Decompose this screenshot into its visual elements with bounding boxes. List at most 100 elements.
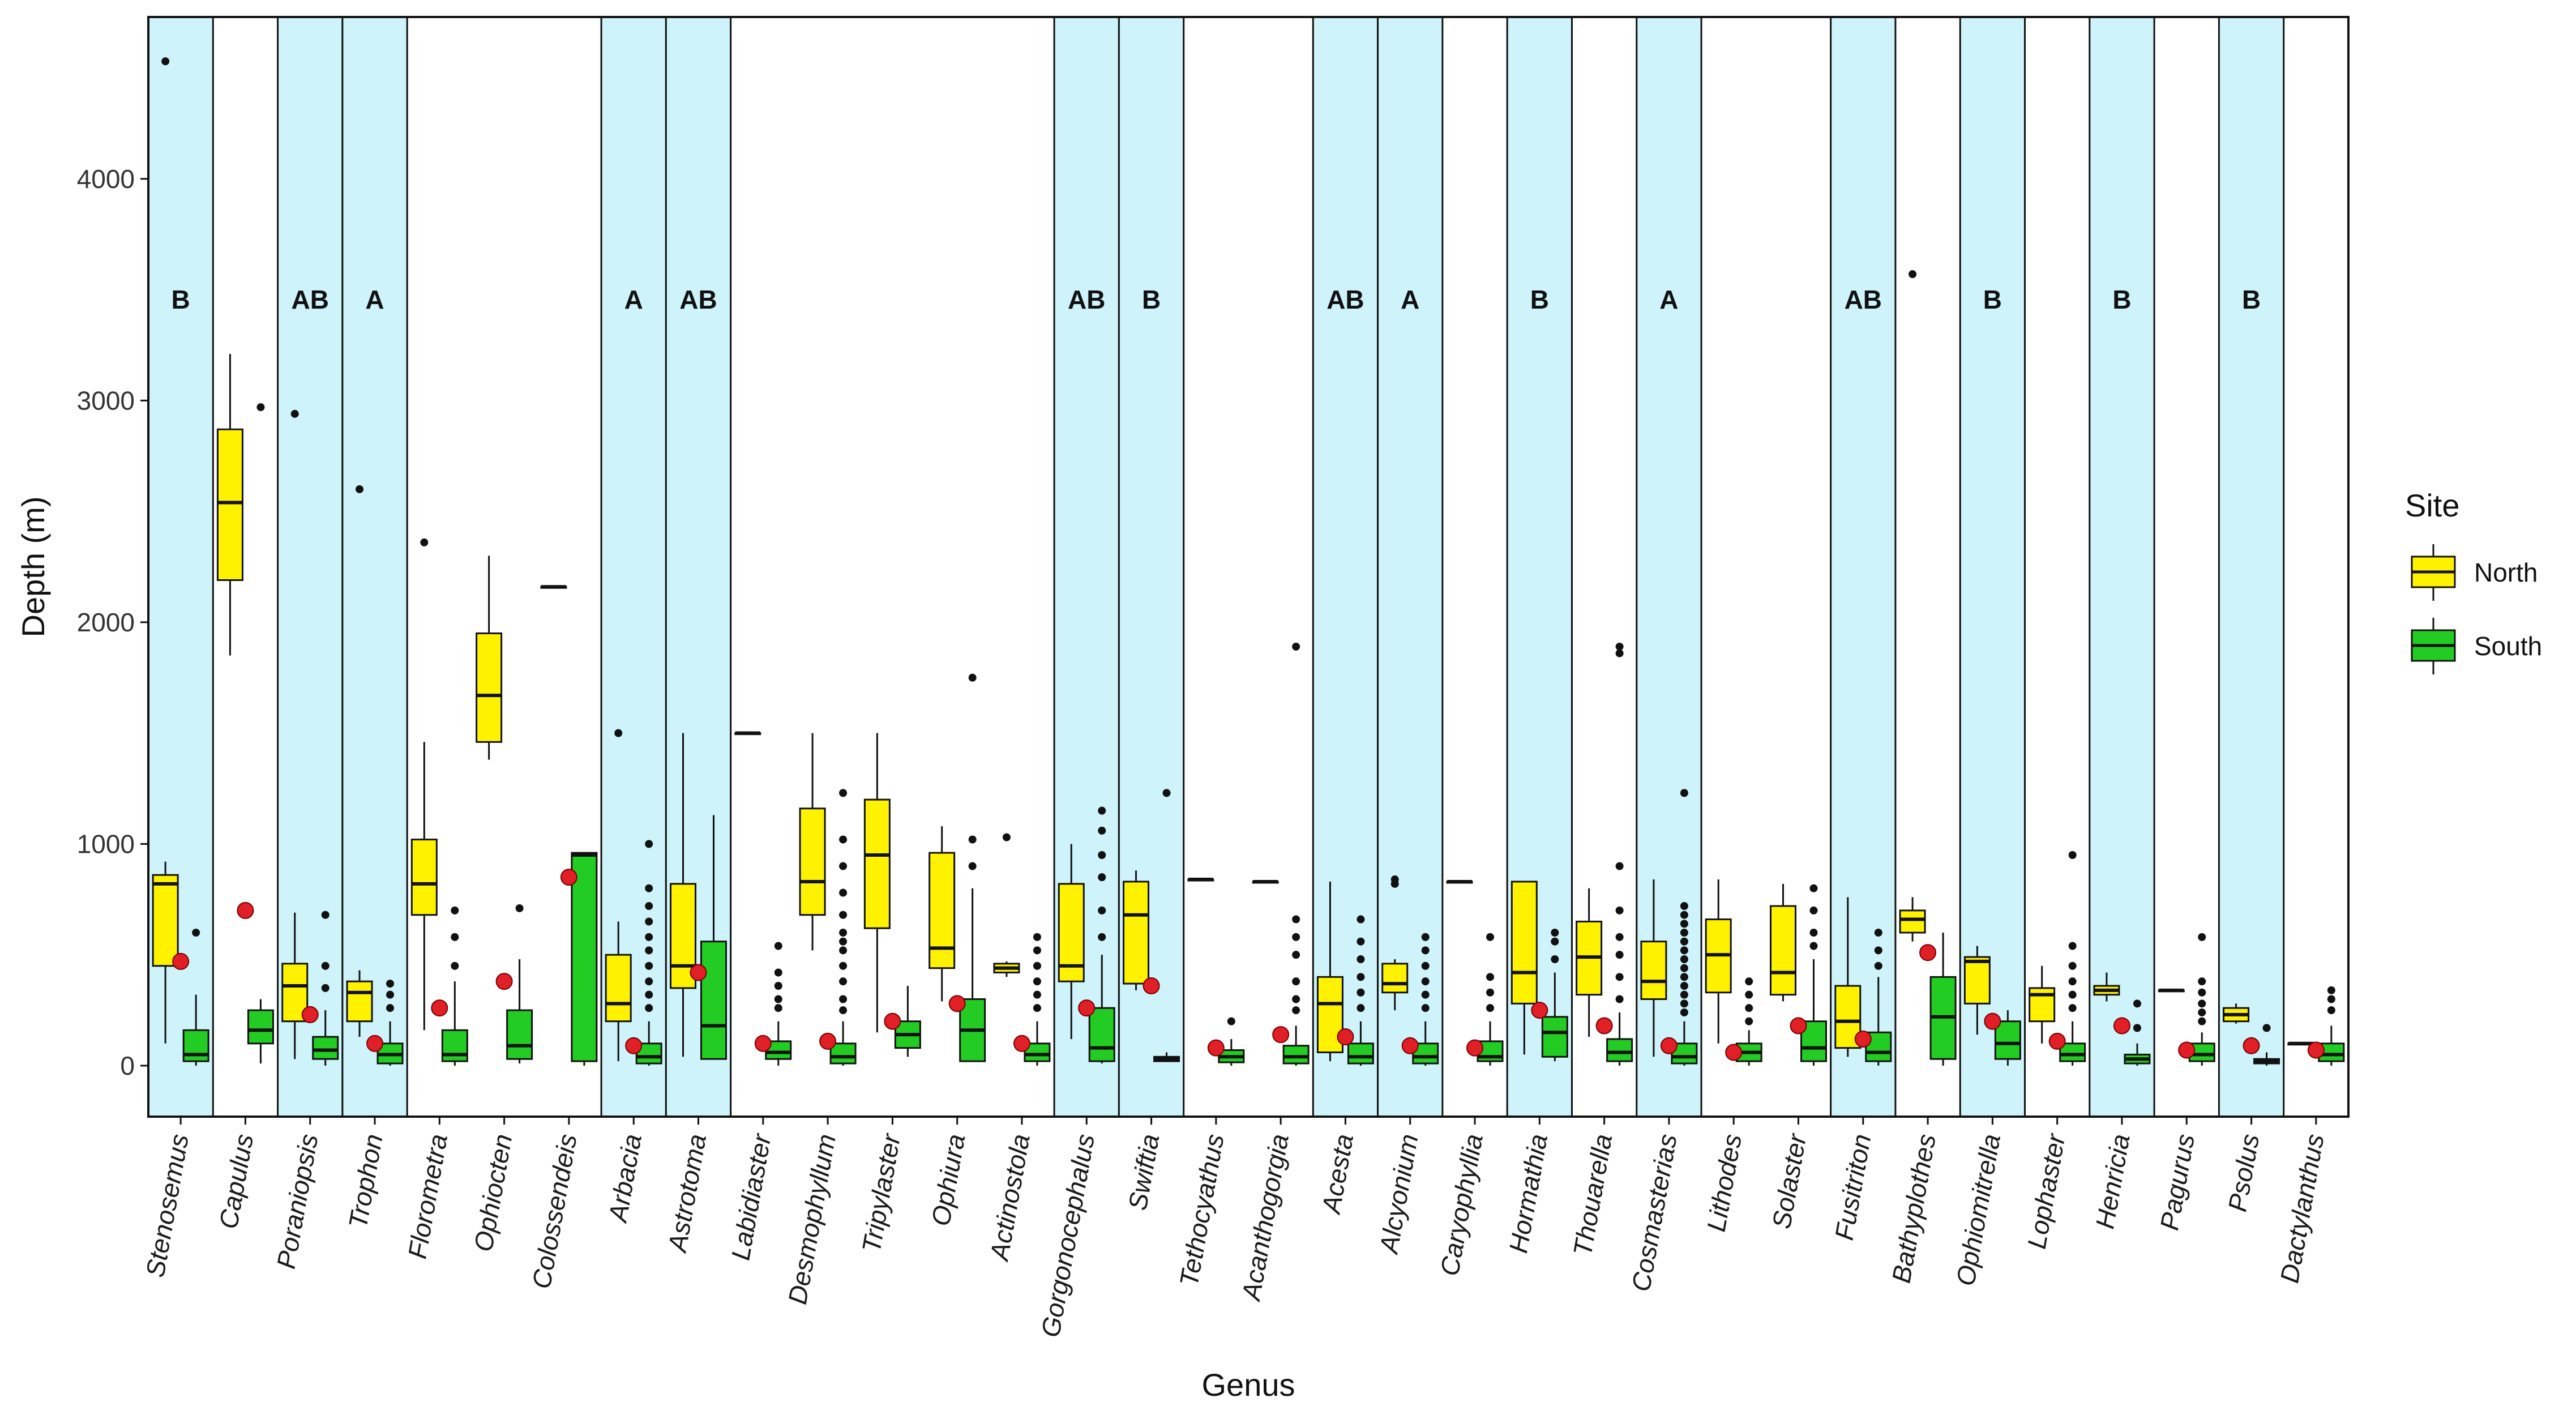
y-tick-label-4000: 4000 (77, 164, 135, 194)
north-box-florometra-outlier-0 (420, 538, 429, 546)
north-box-ophiocten-box (476, 632, 503, 743)
south-box-lophaster-outlier-3 (2068, 961, 2077, 970)
south-box-gorgonocephalus-box (1088, 1007, 1115, 1062)
x-tick-label-desmophyllum: Desmophyllum (782, 1132, 841, 1307)
north-box-bathyplothes-box (1899, 909, 1926, 934)
south-box-arbacia-outlier-0 (645, 1004, 653, 1012)
north-box-bathyplothes-outlier-0 (1909, 270, 1917, 279)
south-box-florometra-box (441, 1029, 468, 1062)
x-tick-label-florometra: Florometra (402, 1132, 453, 1261)
group-letter-cosmasterias: A (1659, 285, 1678, 314)
south-box-cosmasterias-outlier-8 (1680, 937, 1688, 946)
south-box-hormathia-outlier-0 (1551, 955, 1559, 964)
south-box-arbacia-outlier-2 (645, 977, 653, 986)
north-box-ophiura-box (928, 852, 956, 969)
x-axis-title: Genus (1202, 1367, 1295, 1403)
x-tick-label-capulus: Capulus (213, 1132, 259, 1231)
south-box-acesta-outlier-0 (1357, 1004, 1365, 1012)
south-box-arbacia-outlier-1 (645, 990, 653, 999)
south-box-lithodes-outlier-3 (1745, 977, 1753, 986)
south-box-astrotoma-box (700, 941, 727, 1060)
south-box-ophiura-outlier-1 (968, 835, 977, 844)
south-box-stenosemus-outlier-0 (192, 929, 200, 937)
north-box-tripylaster-box (863, 798, 891, 929)
x-tick-label-labidiaster: Labidiaster (725, 1131, 777, 1262)
south-box-lophaster-outlier-2 (2068, 977, 2077, 986)
genus-ophiocten (476, 555, 533, 1064)
south-box-desmophyllum-outlier-2 (839, 977, 848, 986)
genus-desmophyllum (799, 733, 857, 1066)
genus-caryophyllia (1446, 879, 1504, 1066)
y-tick-label-0: 0 (120, 1051, 135, 1080)
x-tick-label-acesta: Acesta (1316, 1132, 1359, 1217)
south-box-arbacia-outlier-4 (645, 946, 653, 955)
south-box-solaster-outlier-0 (1809, 942, 1818, 950)
north-box-trophon-outlier-0 (356, 485, 364, 493)
south-box-cosmasterias-outlier-2 (1680, 990, 1688, 999)
south-box-thouarella-outlier-5 (1615, 862, 1624, 870)
group-letter-trophon: A (365, 285, 384, 314)
band-ophiomitrella (1959, 16, 2026, 1118)
north-box-actinostola-outlier-0 (1002, 833, 1011, 841)
band-trophon (341, 16, 408, 1118)
mean-point-alcyonium (1401, 1037, 1419, 1054)
north-box-arbacia-outlier-0 (614, 729, 623, 737)
south-box-cosmasterias-outlier-11 (1680, 911, 1688, 919)
south-box-ophiocten-box (506, 1009, 533, 1060)
south-box-poraniopsis-outlier-2 (321, 911, 330, 919)
south-box-gorgonocephalus-outlier-5 (1098, 806, 1106, 815)
south-box-ophiocten-outlier-0 (515, 904, 524, 912)
south-box-pagurus-outlier-2 (2198, 999, 2206, 1008)
south-box-acesta-box (1347, 1042, 1374, 1065)
south-box-actinostola-outlier-2 (1033, 977, 1041, 986)
south-box-poraniopsis-outlier-1 (321, 961, 330, 970)
group-letter-psolus: B (2242, 285, 2261, 314)
y-tick-label-2000: 2000 (77, 608, 135, 637)
south-box-hormathia-outlier-1 (1551, 937, 1559, 946)
x-tick-label-ophiocten: Ophiocten (468, 1132, 518, 1254)
south-box-pagurus-outlier-4 (2198, 977, 2206, 986)
south-box-acanthogorgia-outlier-0 (1292, 1006, 1300, 1015)
south-box-lophaster-outlier-4 (2068, 942, 2077, 950)
mean-point-bathyplothes (1919, 944, 1937, 961)
mean-point-solaster (1790, 1017, 1807, 1035)
south-box-solaster-outlier-1 (1809, 929, 1818, 937)
x-tick-label-alcyonium: Alcyonium (1373, 1132, 1424, 1257)
south-box-alcyonium-outlier-3 (1421, 961, 1430, 970)
x-tick-label-tethocyathus: Tethocyathus (1174, 1132, 1229, 1289)
south-box-thouarella-outlier-3 (1615, 933, 1624, 941)
group-letter-ophiomitrella: B (1983, 285, 2002, 314)
south-box-lophaster-box (2059, 1042, 2086, 1062)
south-box-henricia-outlier-0 (2133, 1024, 2141, 1032)
south-box-alcyonium-outlier-5 (1421, 933, 1430, 941)
x-tick-label-poraniopsis: Poraniopsis (271, 1132, 324, 1271)
south-box-stenosemus-box (182, 1029, 209, 1062)
south-box-alcyonium-outlier-2 (1421, 977, 1430, 986)
south-box-solaster-outlier-3 (1809, 884, 1818, 892)
south-box-ophiura-outlier-2 (968, 673, 977, 682)
y-tick-label-3000: 3000 (77, 386, 135, 415)
south-box-lithodes-outlier-2 (1745, 990, 1753, 999)
x-tick-label-trophon: Trophon (343, 1132, 388, 1230)
south-box-dactylanthus-outlier-2 (2327, 986, 2335, 994)
south-box-gorgonocephalus-outlier-0 (1098, 933, 1106, 941)
south-box-desmophyllum-outlier-8 (839, 888, 848, 897)
north-box-cosmasterias-box (1640, 941, 1667, 1000)
y-tick-label-1000: 1000 (77, 829, 135, 858)
genus-arbacia: A (605, 285, 662, 1066)
mean-point-tethocyathus (1207, 1039, 1225, 1057)
north-box-ophiomitrella-box (1963, 956, 1991, 1005)
south-box-labidiaster-outlier-2 (774, 981, 782, 990)
south-box-actinostola-outlier-1 (1033, 990, 1041, 999)
south-box-ophiura-outlier-0 (968, 862, 977, 870)
band-cosmasterias (1636, 16, 1702, 1118)
south-box-alcyonium-outlier-0 (1421, 1004, 1430, 1012)
x-tick-label-ophiomitrella: Ophiomitrella (1950, 1132, 2006, 1288)
band-fusitriton (1830, 16, 1897, 1118)
south-box-capulus-box (247, 1009, 274, 1045)
north-box-arbacia-box (605, 954, 632, 1023)
x-tick-label-caryophyllia: Caryophyllia (1435, 1132, 1488, 1278)
south-box-trophon-outlier-0 (386, 1004, 395, 1012)
genus-henricia: B (2093, 285, 2151, 1066)
south-box-arbacia-outlier-8 (645, 884, 653, 892)
